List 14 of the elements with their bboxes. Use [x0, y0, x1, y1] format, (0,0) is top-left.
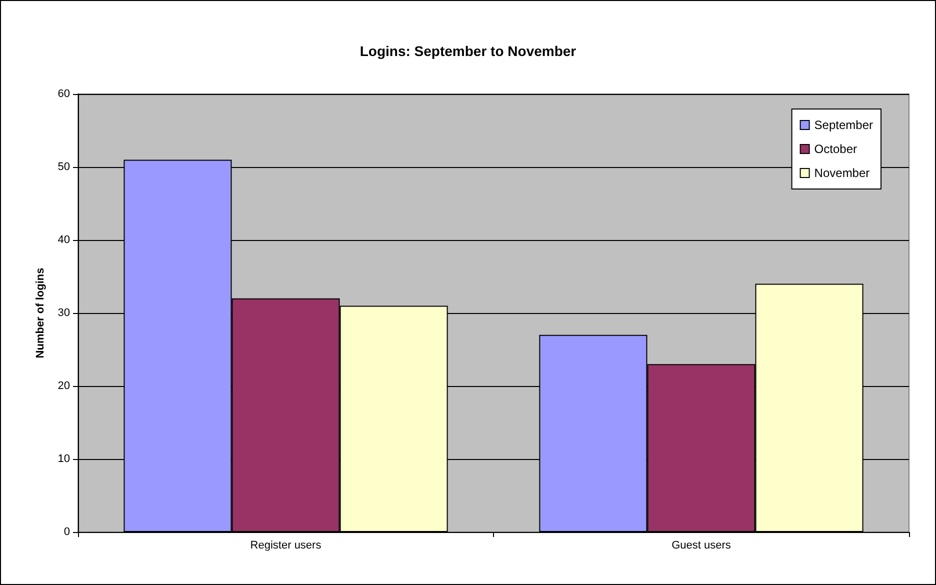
y-tick-label: 10: [58, 453, 70, 465]
x-tick-label: Register users: [250, 540, 322, 552]
y-tick-label: 50: [58, 161, 70, 173]
y-tick-label: 30: [58, 307, 70, 319]
y-tick-label: 40: [58, 234, 70, 246]
x-tick-label: Guest users: [672, 540, 732, 552]
y-tick-label: 0: [64, 526, 70, 538]
y-tick-label: 60: [58, 88, 70, 100]
legend-label: November: [814, 166, 870, 180]
legend-label: October: [814, 142, 857, 156]
chart-title: Logins: September to November: [360, 43, 577, 59]
y-tick-label: 20: [58, 380, 70, 392]
legend-label: September: [814, 118, 874, 132]
y-axis-title: Number of logins: [34, 268, 46, 358]
